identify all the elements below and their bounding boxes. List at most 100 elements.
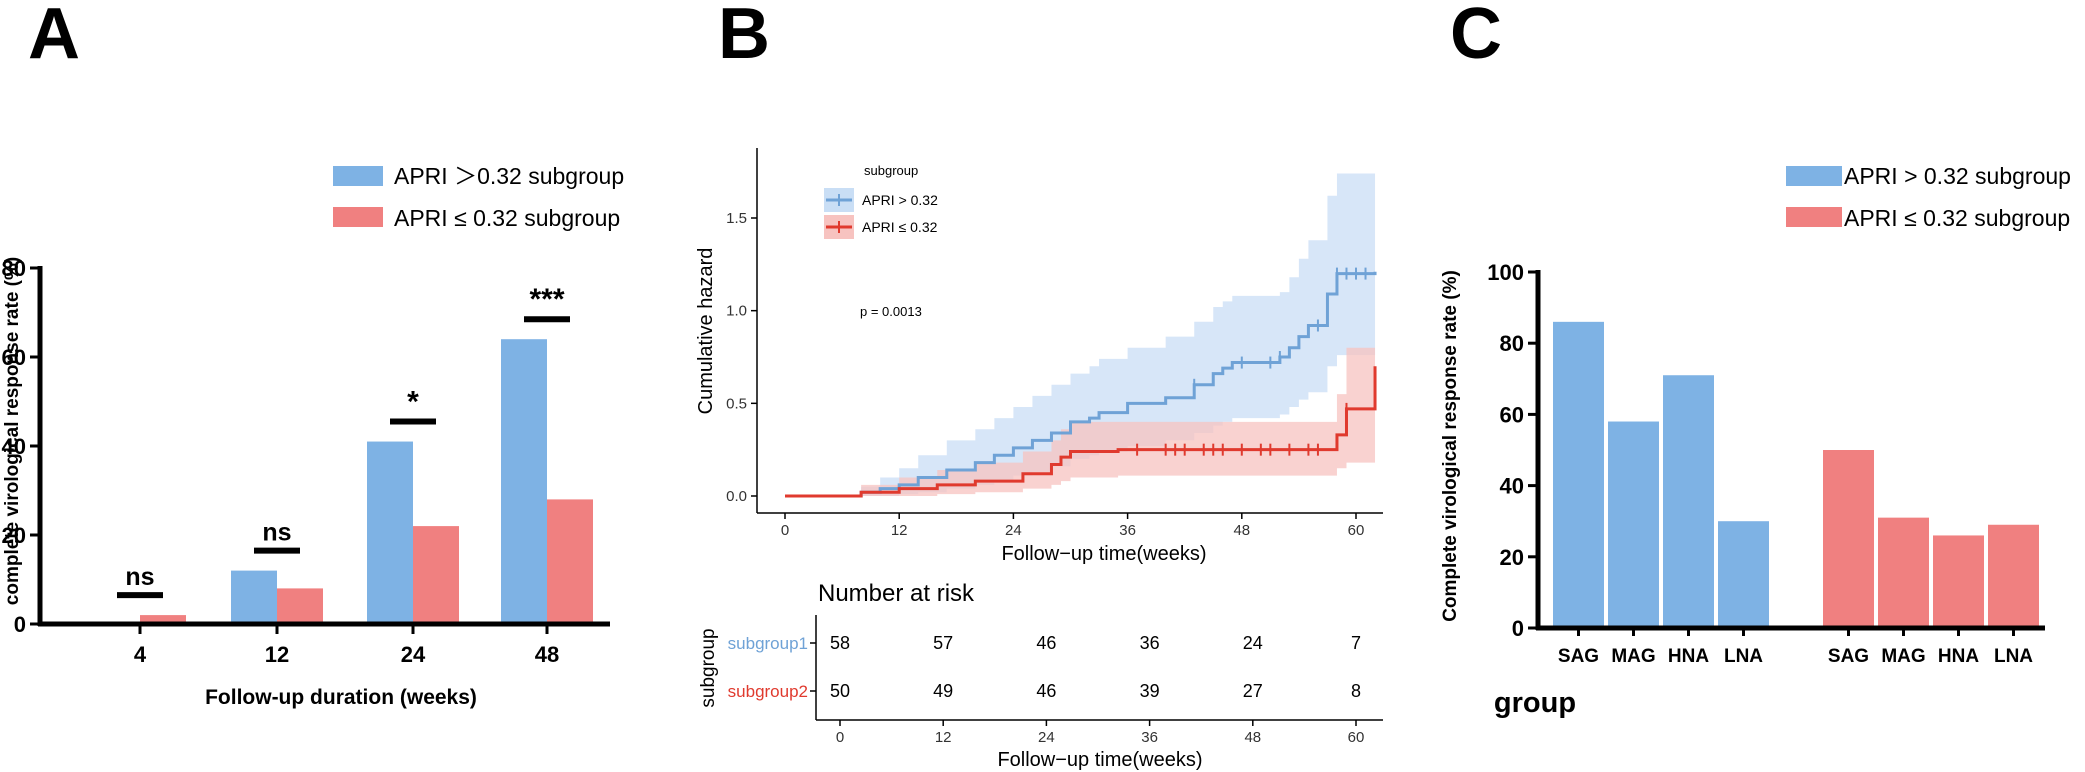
panel-c-legend-label-1: APRI > 0.32 subgroup — [1844, 163, 2071, 189]
sig-label-12: ns — [262, 519, 291, 547]
panel-c-legend-swatch-1 — [1786, 166, 1842, 186]
x-tick-label-c-1-MAG: MAG — [1611, 646, 1655, 667]
panel-label-a: A — [28, 0, 80, 74]
risk-cell-1-4: 24 — [1243, 633, 1263, 653]
panel-c-legend: APRI > 0.32 subgroup APRI ≤ 0.32 subgrou… — [1786, 163, 2071, 231]
panel-b-legend: APRI > 0.32 APRI ≤ 0.32 — [824, 188, 938, 239]
y-tick-label-a-20: 20 — [2, 523, 26, 548]
x-tick-label-a-24: 24 — [401, 642, 426, 667]
risk-cell-1-1: 57 — [933, 633, 953, 653]
km-curve-2 — [785, 366, 1377, 498]
y-tick-label-b-1.0: 1.0 — [726, 303, 747, 320]
risk-x-tick-label-24: 24 — [1038, 729, 1055, 746]
y-tick-label-a-40: 40 — [2, 434, 26, 459]
x-tick-label-a-4: 4 — [134, 642, 147, 667]
x-tick-label-c-2-LNA: LNA — [1994, 646, 2033, 667]
x-tick-label-b-36: 36 — [1119, 522, 1136, 539]
y-tick-label-c-0: 0 — [1512, 616, 1524, 641]
sig-label-4: ns — [125, 563, 154, 591]
y-tick-label-b-0.0: 0.0 — [726, 488, 747, 505]
risk-cell-2-3: 39 — [1140, 681, 1160, 701]
risk-table-title: Number at risk — [818, 580, 975, 607]
risk-cell-2-5: 8 — [1351, 681, 1361, 701]
sig-label-48: *** — [529, 283, 564, 316]
y-tick-label-b-1.5: 1.5 — [726, 210, 747, 227]
x-tick-label-a-48: 48 — [535, 642, 559, 667]
bar-a-high-12 — [231, 570, 277, 624]
panel-b-legend-label-2: APRI ≤ 0.32 — [862, 219, 938, 235]
panel-b-y-axis-label: Cumulative hazard — [695, 248, 717, 415]
x-tick-label-b-0: 0 — [781, 522, 789, 539]
ci-band-1 — [785, 173, 1376, 496]
risk-x-tick-label-36: 36 — [1141, 729, 1158, 746]
panel-a-legend-label-2: APRI ≤ 0.32 subgroup — [394, 205, 620, 231]
panel-b-risk-table: Number at risk subgroup subgroup1 subgro… — [698, 580, 1383, 771]
panel-a-legend-swatch-1 — [333, 166, 383, 186]
bar-a-low-12 — [277, 588, 323, 624]
x-tick-label-c-2-HNA: HNA — [1938, 646, 1979, 667]
risk-row-2-name: subgroup2 — [728, 682, 808, 701]
panel-label-b: B — [718, 0, 770, 74]
risk-cell-1-3: 36 — [1140, 633, 1160, 653]
bar-a-low-48 — [547, 499, 593, 624]
bar-c-2-MAG — [1878, 517, 1929, 628]
y-tick-label-b-0.5: 0.5 — [726, 395, 747, 412]
bar-c-1-MAG — [1608, 421, 1659, 628]
x-tick-label-b-12: 12 — [891, 522, 908, 539]
x-tick-label-b-48: 48 — [1233, 522, 1250, 539]
x-tick-label-c-1-LNA: LNA — [1724, 646, 1763, 667]
panel-label-c: C — [1450, 0, 1502, 74]
y-tick-label-a-80: 80 — [2, 256, 26, 281]
panel-c-x-axis-label: group — [1494, 687, 1576, 719]
risk-cell-1-5: 7 — [1351, 633, 1361, 653]
km-curve-1 — [785, 271, 1377, 498]
panel-c-legend-label-2: APRI ≤ 0.32 subgroup — [1844, 205, 2070, 231]
x-tick-label-a-12: 12 — [265, 642, 289, 667]
bar-c-1-SAG — [1553, 321, 1604, 628]
x-tick-label-c-2-MAG: MAG — [1881, 646, 1925, 667]
y-tick-label-c-20: 20 — [1500, 545, 1524, 570]
bar-c-1-HNA — [1663, 375, 1714, 628]
panel-b-chart: 0 12 24 36 48 60 0.0 0.5 1.0 1.5 Follow−up time(w… — [695, 148, 1383, 771]
risk-x-tick-label-12: 12 — [935, 729, 952, 746]
sig-label-24: * — [407, 386, 419, 419]
panel-a-legend-label-1: APRI ＞0.32 subgroup — [394, 163, 624, 189]
bar-c-2-SAG — [1823, 450, 1874, 628]
x-tick-label-b-24: 24 — [1005, 522, 1022, 539]
bar-c-2-HNA — [1933, 535, 1984, 628]
bar-c-1-LNA — [1718, 521, 1769, 628]
risk-cell-2-2: 46 — [1036, 681, 1056, 701]
risk-cell-1-0: 58 — [830, 633, 850, 653]
panel-a-legend-swatch-2 — [333, 207, 383, 227]
bar-c-2-LNA — [1988, 524, 2039, 628]
panel-c-chart: SAG MAG HNA LNA SAG MAG HNA LNA 0 20 40 60 80 100 gro… — [1440, 163, 2071, 719]
y-tick-label-c-60: 60 — [1500, 402, 1524, 427]
panel-a-y-axis-label: complete virological response rate (%) — [2, 257, 23, 605]
panel-b-legend-label-1: APRI > 0.32 — [862, 192, 938, 208]
panel-a-x-axis-label: Follow-up duration (weeks) — [205, 686, 477, 709]
y-tick-label-c-40: 40 — [1500, 474, 1524, 499]
ci-band-2 — [785, 344, 1376, 496]
bar-a-low-24 — [413, 526, 459, 624]
panel-b-x-axis-label: Follow−up time(weeks) — [1001, 543, 1206, 565]
risk-row-1-name: subgroup1 — [728, 634, 808, 653]
risk-x-tick-label-48: 48 — [1244, 729, 1261, 746]
panel-c-legend-swatch-2 — [1786, 207, 1842, 227]
bar-a-high-24 — [367, 441, 413, 624]
x-tick-label-c-1-SAG: SAG — [1558, 646, 1599, 667]
risk-cell-2-1: 49 — [933, 681, 953, 701]
risk-cell-1-2: 46 — [1036, 633, 1056, 653]
x-tick-label-c-2-SAG: SAG — [1828, 646, 1869, 667]
y-tick-label-a-0: 0 — [14, 612, 26, 637]
panel-b-pvalue: p = 0.0013 — [860, 304, 922, 319]
risk-x-tick-label-0: 0 — [836, 729, 844, 746]
panel-c-y-axis-label: Complete virological response rate (%) — [1440, 270, 1461, 622]
y-tick-label-c-100: 100 — [1487, 260, 1524, 285]
panel-b-legend-title: subgroup — [864, 163, 918, 178]
bar-a-high-48 — [501, 339, 547, 624]
risk-cell-2-0: 50 — [830, 681, 850, 701]
risk-x-tick-label-60: 60 — [1348, 729, 1365, 746]
x-tick-label-c-1-HNA: HNA — [1668, 646, 1709, 667]
